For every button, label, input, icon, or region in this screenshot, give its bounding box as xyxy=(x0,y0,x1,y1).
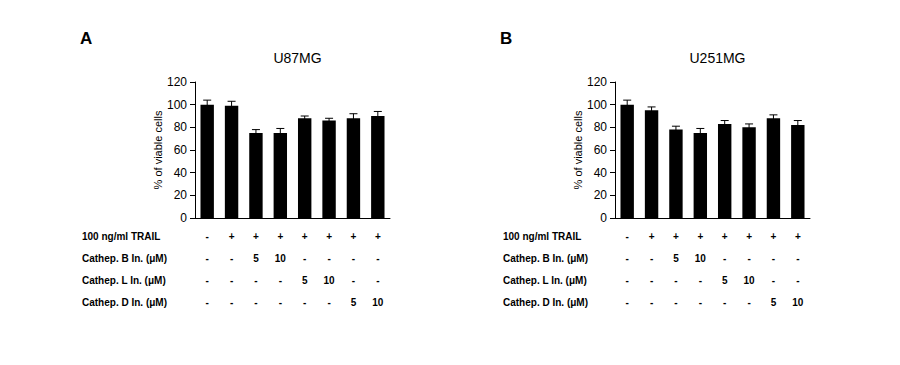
svg-text:-: - xyxy=(674,275,677,286)
svg-text:B: B xyxy=(500,29,512,48)
svg-text:+: + xyxy=(375,231,381,242)
svg-text:5: 5 xyxy=(771,297,777,308)
svg-text:40: 40 xyxy=(594,166,608,180)
svg-text:-: - xyxy=(674,297,677,308)
svg-text:-: - xyxy=(206,253,209,264)
svg-text:-: - xyxy=(747,297,750,308)
svg-text:100 ng/ml TRAIL: 100 ng/ml TRAIL xyxy=(503,231,581,242)
svg-text:5: 5 xyxy=(253,253,259,264)
svg-text:-: - xyxy=(626,297,629,308)
svg-text:-: - xyxy=(626,275,629,286)
svg-text:+: + xyxy=(746,231,752,242)
svg-text:Cathep. D In. (μM): Cathep. D In. (μM) xyxy=(503,297,588,308)
svg-text:-: - xyxy=(254,297,257,308)
svg-text:Cathep. B In. (μM): Cathep. B In. (μM) xyxy=(503,253,588,264)
svg-text:0: 0 xyxy=(180,211,187,225)
svg-text:Cathep. L In. (μM): Cathep. L In. (μM) xyxy=(82,275,166,286)
svg-text:80: 80 xyxy=(174,120,188,134)
svg-text:-: - xyxy=(626,253,629,264)
svg-text:10: 10 xyxy=(792,297,804,308)
svg-text:+: + xyxy=(697,231,703,242)
svg-text:-: - xyxy=(626,231,629,242)
svg-text:-: - xyxy=(723,253,726,264)
svg-text:-: - xyxy=(206,231,209,242)
svg-text:-: - xyxy=(230,297,233,308)
svg-text:5: 5 xyxy=(351,297,357,308)
svg-text:U87MG: U87MG xyxy=(273,50,321,66)
svg-text:+: + xyxy=(229,231,235,242)
svg-text:10: 10 xyxy=(275,253,287,264)
svg-text:20: 20 xyxy=(594,188,608,202)
svg-text:-: - xyxy=(650,253,653,264)
svg-text:100: 100 xyxy=(167,98,187,112)
svg-text:60: 60 xyxy=(174,143,188,157)
svg-text:+: + xyxy=(326,231,332,242)
svg-text:-: - xyxy=(230,275,233,286)
svg-text:120: 120 xyxy=(587,75,607,89)
svg-text:-: - xyxy=(303,253,306,264)
svg-text:-: - xyxy=(796,275,799,286)
svg-text:+: + xyxy=(771,231,777,242)
svg-text:% of viable cells: % of viable cells xyxy=(572,110,584,189)
svg-text:0: 0 xyxy=(600,211,607,225)
svg-text:-: - xyxy=(699,297,702,308)
svg-text:120: 120 xyxy=(167,75,187,89)
svg-text:-: - xyxy=(699,275,702,286)
svg-text:+: + xyxy=(351,231,357,242)
svg-text:+: + xyxy=(253,231,259,242)
svg-text:+: + xyxy=(649,231,655,242)
svg-text:Cathep. B In. (μM): Cathep. B In. (μM) xyxy=(82,253,167,264)
svg-text:-: - xyxy=(327,253,330,264)
svg-text:-: - xyxy=(352,253,355,264)
svg-text:-: - xyxy=(327,297,330,308)
svg-text:A: A xyxy=(80,29,92,48)
svg-text:10: 10 xyxy=(372,297,384,308)
svg-text:+: + xyxy=(277,231,283,242)
svg-text:-: - xyxy=(376,275,379,286)
svg-text:-: - xyxy=(254,275,257,286)
svg-text:-: - xyxy=(279,275,282,286)
svg-text:80: 80 xyxy=(594,120,608,134)
svg-text:-: - xyxy=(650,275,653,286)
svg-text:10: 10 xyxy=(744,275,756,286)
svg-text:-: - xyxy=(650,297,653,308)
svg-text:-: - xyxy=(352,275,355,286)
svg-text:+: + xyxy=(673,231,679,242)
svg-text:-: - xyxy=(723,297,726,308)
svg-text:20: 20 xyxy=(174,188,188,202)
svg-text:-: - xyxy=(747,253,750,264)
svg-text:10: 10 xyxy=(695,253,707,264)
svg-text:-: - xyxy=(206,275,209,286)
svg-text:-: - xyxy=(206,297,209,308)
svg-text:+: + xyxy=(302,231,308,242)
svg-text:5: 5 xyxy=(673,253,679,264)
svg-text:-: - xyxy=(230,253,233,264)
svg-text:10: 10 xyxy=(324,275,336,286)
svg-text:60: 60 xyxy=(594,143,608,157)
svg-text:-: - xyxy=(796,253,799,264)
svg-text:40: 40 xyxy=(174,166,188,180)
svg-text:Cathep. L In. (μM): Cathep. L In. (μM) xyxy=(503,275,587,286)
svg-text:-: - xyxy=(376,253,379,264)
svg-text:+: + xyxy=(795,231,801,242)
svg-text:100 ng/ml TRAIL: 100 ng/ml TRAIL xyxy=(82,231,160,242)
svg-text:100: 100 xyxy=(587,98,607,112)
svg-text:-: - xyxy=(303,297,306,308)
svg-text:Cathep. D In. (μM): Cathep. D In. (μM) xyxy=(82,297,167,308)
svg-text:-: - xyxy=(279,297,282,308)
svg-text:5: 5 xyxy=(722,275,728,286)
svg-text:-: - xyxy=(772,253,775,264)
svg-text:U251MG: U251MG xyxy=(689,50,745,66)
svg-text:5: 5 xyxy=(302,275,308,286)
svg-text:-: - xyxy=(772,275,775,286)
svg-text:% of viable cells: % of viable cells xyxy=(152,110,164,189)
svg-text:+: + xyxy=(722,231,728,242)
